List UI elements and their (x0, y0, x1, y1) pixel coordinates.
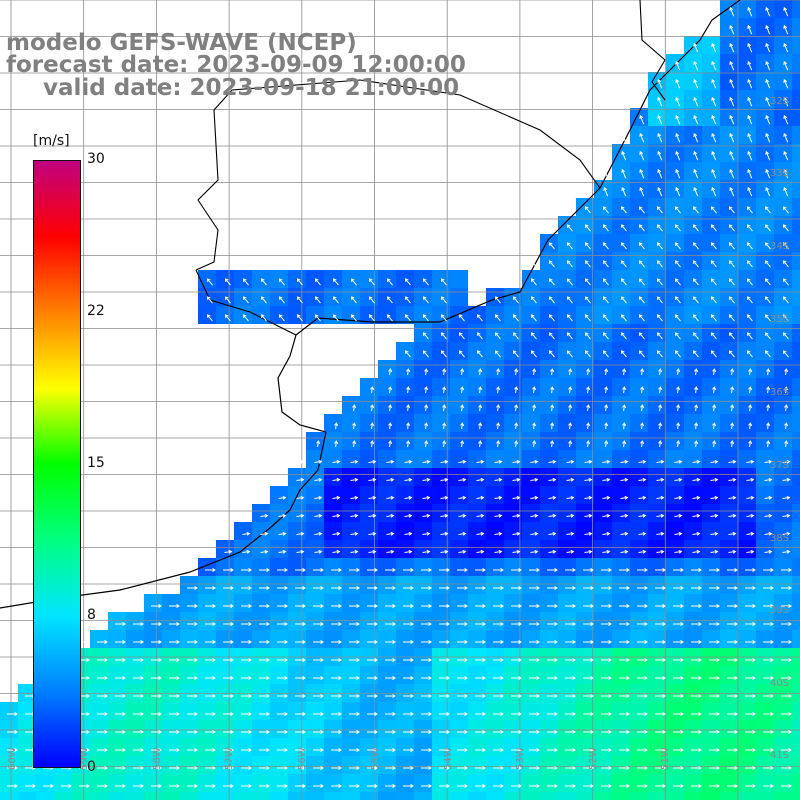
lat-label-33S: 33S (770, 168, 789, 179)
lon-label-51W: 51W (660, 747, 671, 770)
lat-label-41S: 41S (770, 750, 789, 761)
colorbar-tick-22: 22 (87, 303, 105, 319)
lat-label-35S: 35S (770, 314, 789, 325)
colorbar-tick-30: 30 (87, 151, 105, 167)
colorbar-tick-15: 15 (87, 455, 105, 471)
lon-label-58W: 58W (152, 747, 163, 770)
lon-label-53W: 53W (515, 747, 526, 770)
longitude-labels: 60W 59W 58W 57W 56W 55W 54W 53W 52W 51W (7, 747, 671, 770)
lat-label-40S: 40S (770, 678, 789, 689)
lon-label-56W: 56W (297, 747, 308, 770)
lon-label-55W: 55W (370, 747, 381, 770)
lon-label-59W: 59W (79, 747, 90, 770)
coastline (0, 0, 741, 609)
lon-label-52W: 52W (588, 747, 599, 770)
forecast-date: forecast date: 2023-09-09 12:00:00 (6, 52, 466, 78)
lon-label-54W: 54W (443, 747, 454, 770)
lat-label-39S: 39S (770, 605, 789, 616)
lat-label-32S: 32S (770, 96, 789, 107)
lat-label-36S: 36S (770, 387, 789, 398)
model-title: modelo GEFS-WAVE (NCEP) (6, 30, 357, 56)
lat-label-38S: 38S (770, 533, 789, 544)
lon-label-57W: 57W (224, 747, 235, 770)
lat-label-37S: 37S (770, 460, 789, 471)
lon-label-60W: 60W (7, 747, 18, 770)
latitude-labels: 32S 33S 34S 35S 36S 37S 38S 39S 40S 41S (770, 96, 789, 761)
wind-arrows (7, 6, 792, 789)
colorbar (33, 160, 81, 768)
lat-label-34S: 34S (770, 241, 789, 252)
colorbar-tick-0: 0 (87, 759, 96, 775)
valid-date: valid date: 2023-09-18 21:00:00 (43, 75, 460, 101)
colorbar-tick-8: 8 (87, 607, 96, 623)
colorbar-unit: [m/s] (33, 133, 70, 149)
